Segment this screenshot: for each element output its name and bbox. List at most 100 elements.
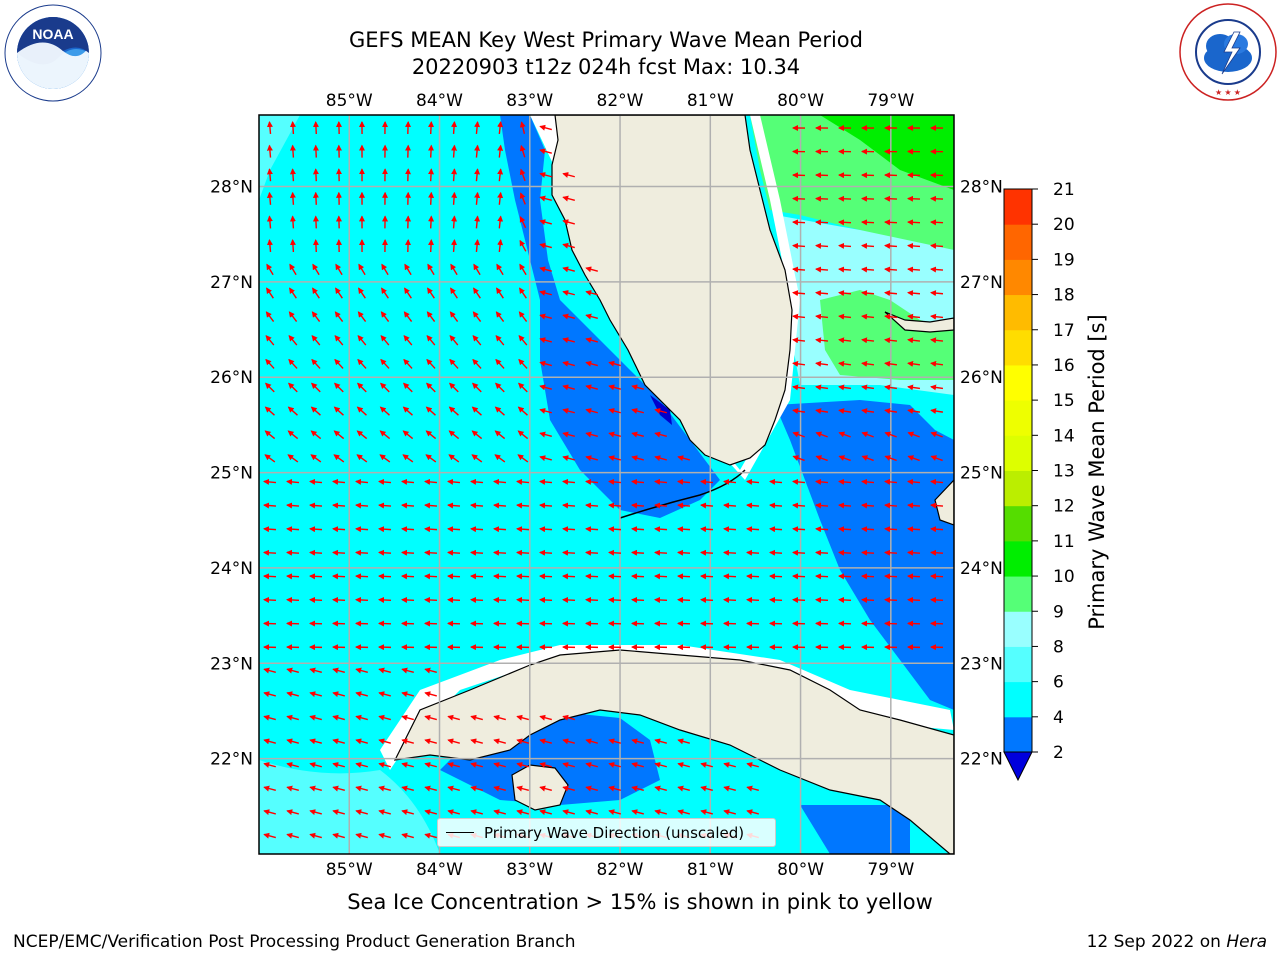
direction-arrow bbox=[838, 431, 851, 438]
direction-arrow bbox=[700, 526, 714, 533]
direction-arrow bbox=[289, 168, 296, 182]
direction-arrow bbox=[631, 408, 644, 414]
direction-arrow bbox=[426, 311, 436, 323]
lon-label-top: 84°W bbox=[416, 91, 463, 111]
direction-arrow bbox=[539, 172, 552, 178]
direction-arrow bbox=[428, 191, 435, 205]
direction-arrow bbox=[312, 263, 320, 276]
direction-arrow bbox=[516, 809, 529, 816]
direction-arrow bbox=[838, 478, 852, 485]
direction-arrow bbox=[861, 596, 875, 603]
direction-arrow bbox=[516, 596, 530, 603]
direction-arrow bbox=[289, 121, 296, 135]
direction-arrow bbox=[286, 502, 300, 509]
direction-arrow bbox=[792, 408, 806, 415]
direction-arrow bbox=[562, 762, 575, 768]
direction-arrow bbox=[815, 360, 829, 367]
colorbar-tick-label: 19 bbox=[1053, 250, 1075, 270]
direction-arrow bbox=[312, 121, 319, 135]
direction-arrow bbox=[474, 144, 481, 158]
field-shelf-dark bbox=[650, 395, 672, 425]
direction-arrow bbox=[884, 408, 898, 415]
direction-arrow bbox=[792, 337, 806, 344]
direction-arrow bbox=[379, 430, 391, 440]
chart-title: GEFS MEAN Key West Primary Wave Mean Per… bbox=[349, 28, 863, 52]
direction-arrow bbox=[493, 573, 507, 580]
direction-arrow bbox=[861, 455, 874, 462]
direction-arrow bbox=[585, 384, 598, 391]
direction-arrow bbox=[381, 287, 389, 299]
direction-arrow bbox=[930, 195, 944, 202]
colorbar-swatch bbox=[1004, 505, 1032, 542]
direction-arrow bbox=[539, 526, 553, 533]
map-field bbox=[259, 115, 954, 854]
colorbar-tick-label: 16 bbox=[1053, 356, 1075, 376]
direction-arrow bbox=[723, 762, 736, 768]
direction-arrow bbox=[286, 738, 299, 745]
direction-arrow bbox=[287, 406, 298, 416]
colorbar-under-arrow bbox=[1003, 751, 1033, 782]
direction-arrow bbox=[286, 762, 299, 768]
lat-label-left: 25°N bbox=[210, 464, 253, 484]
direction-arrow bbox=[494, 454, 506, 463]
direction-arrow bbox=[700, 549, 714, 556]
direction-arrow bbox=[562, 360, 575, 367]
direction-arrow bbox=[585, 809, 598, 816]
direction-arrow bbox=[310, 430, 322, 440]
direction-arrow bbox=[493, 478, 507, 485]
direction-arrow bbox=[815, 526, 829, 533]
direction-arrow bbox=[838, 573, 852, 580]
direction-arrow bbox=[263, 667, 276, 674]
direction-arrow bbox=[930, 455, 943, 462]
direction-arrow bbox=[539, 313, 552, 320]
direction-arrow bbox=[451, 239, 458, 253]
footer-host: Hera bbox=[1226, 932, 1267, 952]
direction-arrow bbox=[449, 382, 459, 393]
gridlines bbox=[259, 115, 954, 854]
direction-arrow bbox=[884, 266, 898, 273]
direction-arrow bbox=[471, 406, 482, 416]
direction-arrow bbox=[861, 502, 875, 509]
direction-arrow bbox=[266, 287, 274, 299]
direction-arrow bbox=[654, 809, 667, 816]
direction-arrow bbox=[402, 406, 413, 416]
footer-date: 12 Sep 2022 on Hera bbox=[1087, 932, 1267, 952]
direction-arrow bbox=[792, 242, 806, 249]
direction-arrow bbox=[861, 337, 875, 344]
lat-label-right: 22°N bbox=[960, 750, 1003, 770]
legend-label: Primary Wave Direction (unscaled) bbox=[484, 823, 745, 842]
direction-arrow bbox=[562, 573, 576, 580]
direction-arrow bbox=[335, 287, 343, 299]
direction-arrow bbox=[470, 762, 483, 768]
direction-arrow bbox=[378, 738, 391, 745]
direction-arrow bbox=[930, 573, 944, 580]
direction-arrow bbox=[585, 455, 598, 462]
direction-arrow bbox=[792, 431, 805, 438]
colorbar-tick-label: 15 bbox=[1053, 391, 1075, 411]
direction-arrow bbox=[838, 408, 852, 415]
direction-arrow bbox=[332, 526, 346, 533]
direction-arrow bbox=[746, 573, 760, 580]
direction-arrow bbox=[861, 573, 875, 580]
direction-arrow bbox=[585, 762, 598, 768]
direction-arrow bbox=[266, 121, 273, 135]
direction-arrow bbox=[562, 219, 575, 226]
direction-arrow bbox=[792, 313, 806, 320]
direction-arrow bbox=[700, 809, 713, 816]
direction-arrow bbox=[907, 266, 921, 273]
field-caribbean-se bbox=[800, 805, 910, 854]
colorbar-swatch bbox=[1004, 470, 1032, 507]
lat-label-right: 24°N bbox=[960, 559, 1003, 579]
direction-arrow bbox=[358, 263, 366, 276]
direction-arrow bbox=[608, 408, 621, 414]
direction-arrow bbox=[403, 382, 413, 393]
direction-arrow bbox=[447, 502, 461, 509]
lon-label-top: 79°W bbox=[867, 91, 914, 111]
direction-arrow bbox=[493, 549, 507, 556]
direction-arrow bbox=[677, 502, 691, 509]
direction-arrow bbox=[428, 215, 435, 229]
direction-arrow bbox=[289, 191, 296, 205]
direction-arrow bbox=[562, 290, 575, 296]
direction-arrow bbox=[815, 431, 828, 438]
direction-arrow bbox=[424, 832, 437, 839]
